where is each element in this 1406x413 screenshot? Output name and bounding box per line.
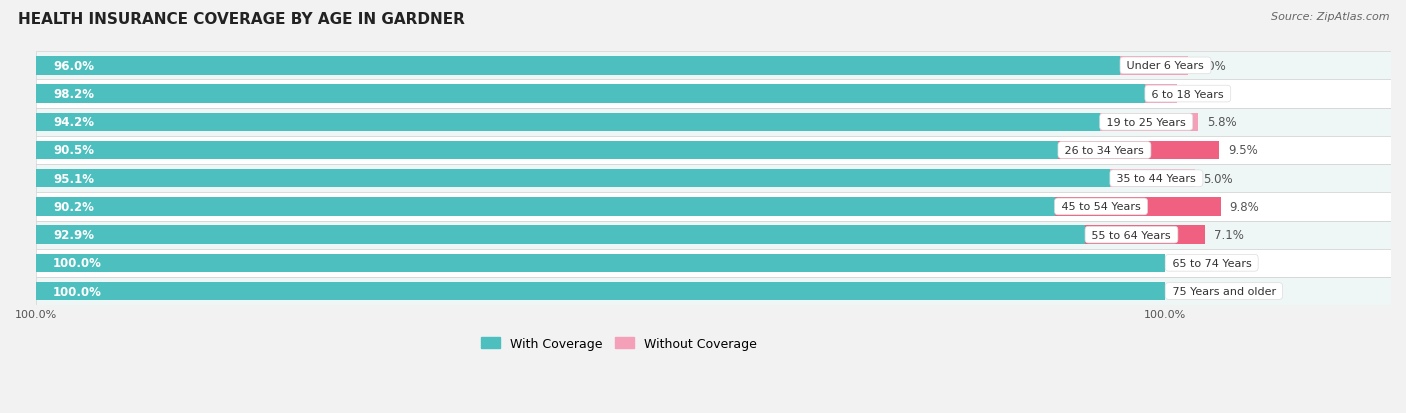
Bar <box>37 165 1391 193</box>
Text: 55 to 64 Years: 55 to 64 Years <box>1088 230 1174 240</box>
Bar <box>37 254 1166 272</box>
Bar <box>37 80 1391 109</box>
Bar <box>37 113 1099 132</box>
Legend: With Coverage, Without Coverage: With Coverage, Without Coverage <box>477 332 762 355</box>
Text: 0.0%: 0.0% <box>1174 257 1204 270</box>
Bar <box>37 52 1391 80</box>
Bar <box>1099 113 1198 132</box>
Text: 9.8%: 9.8% <box>1229 200 1260 214</box>
Text: 45 to 54 Years: 45 to 54 Years <box>1057 202 1144 212</box>
Text: 26 to 34 Years: 26 to 34 Years <box>1062 146 1147 156</box>
Bar <box>37 226 1085 244</box>
Text: 75 Years and older: 75 Years and older <box>1168 286 1279 296</box>
Text: 95.1%: 95.1% <box>53 172 94 185</box>
Text: HEALTH INSURANCE COVERAGE BY AGE IN GARDNER: HEALTH INSURANCE COVERAGE BY AGE IN GARD… <box>18 12 465 27</box>
Text: 4.0%: 4.0% <box>1197 60 1226 73</box>
Bar <box>1054 198 1220 216</box>
Text: 92.9%: 92.9% <box>53 228 94 242</box>
Bar <box>1144 85 1177 104</box>
Bar <box>37 170 1109 188</box>
Text: 5.0%: 5.0% <box>1204 172 1233 185</box>
Text: 100.0%: 100.0% <box>53 285 103 298</box>
Text: 19 to 25 Years: 19 to 25 Years <box>1104 117 1189 128</box>
Text: Under 6 Years: Under 6 Years <box>1123 61 1208 71</box>
Text: 65 to 74 Years: 65 to 74 Years <box>1168 258 1254 268</box>
Bar <box>37 198 1054 216</box>
Text: 5.8%: 5.8% <box>1206 116 1237 129</box>
Bar <box>37 277 1391 305</box>
Bar <box>37 193 1391 221</box>
Bar <box>1057 142 1219 160</box>
Text: 100.0%: 100.0% <box>53 257 103 270</box>
Bar <box>37 142 1057 160</box>
Text: 1.9%: 1.9% <box>1187 88 1216 101</box>
Text: 35 to 44 Years: 35 to 44 Years <box>1114 174 1199 184</box>
Bar <box>37 109 1391 137</box>
Bar <box>1109 170 1195 188</box>
Text: 7.1%: 7.1% <box>1215 228 1244 242</box>
Bar <box>37 57 1121 75</box>
Text: 96.0%: 96.0% <box>53 60 94 73</box>
Text: 90.2%: 90.2% <box>53 200 94 214</box>
Text: 0.0%: 0.0% <box>1174 285 1204 298</box>
Text: Source: ZipAtlas.com: Source: ZipAtlas.com <box>1271 12 1389 22</box>
Bar <box>37 221 1391 249</box>
Bar <box>37 85 1144 104</box>
Bar <box>1121 57 1188 75</box>
Text: 6 to 18 Years: 6 to 18 Years <box>1149 89 1227 100</box>
Bar <box>37 249 1391 277</box>
Bar <box>37 282 1166 301</box>
Text: 94.2%: 94.2% <box>53 116 94 129</box>
Bar <box>37 137 1391 165</box>
Text: 90.5%: 90.5% <box>53 144 94 157</box>
Text: 98.2%: 98.2% <box>53 88 94 101</box>
Bar <box>1085 226 1205 244</box>
Text: 9.5%: 9.5% <box>1227 144 1257 157</box>
